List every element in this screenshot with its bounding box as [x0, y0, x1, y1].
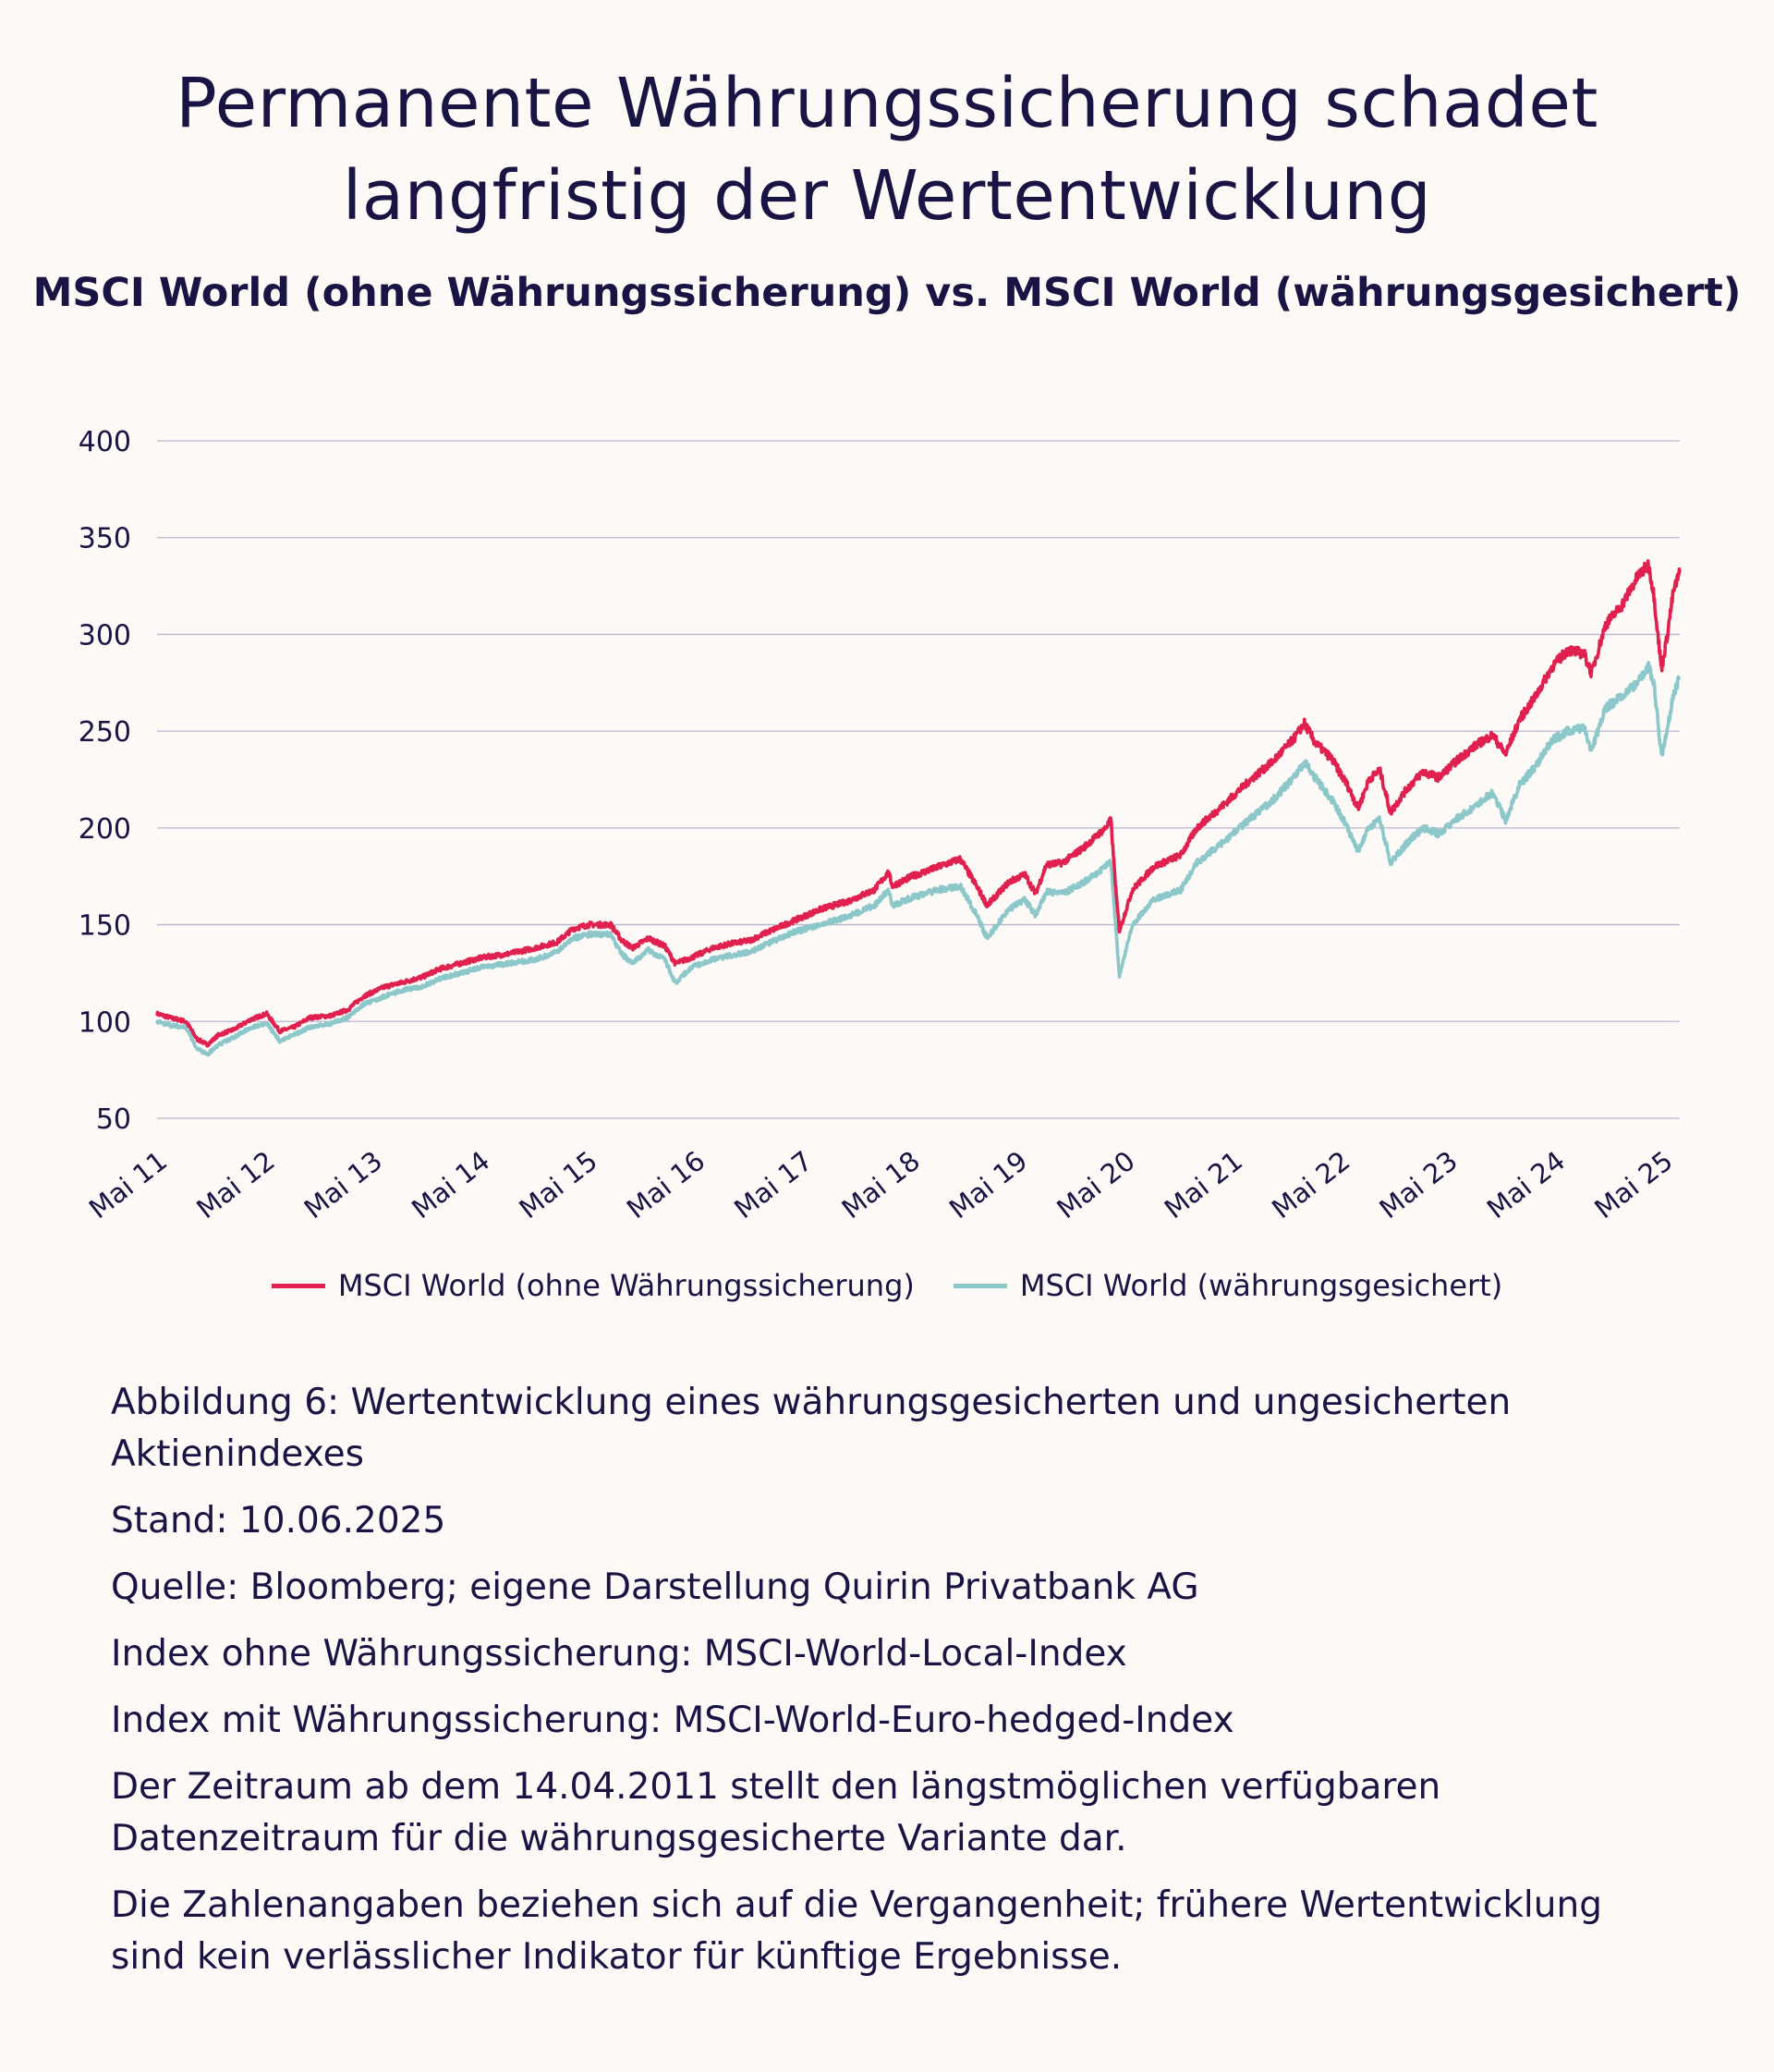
y-axis-ticks: 400 350 300 250 200 150 100 50: [79, 426, 131, 1136]
figure-caption: Abbildung 6: Wertentwicklung eines währu…: [111, 1382, 1512, 1475]
x-tick-label: Mai 18: [836, 1145, 926, 1225]
chart-title: Permanente Währungssicherung schadet lan…: [0, 57, 1774, 242]
x-tick-label: Mai 17: [728, 1145, 818, 1225]
x-tick-label: Mai 25: [1588, 1145, 1678, 1225]
y-tick-label: 50: [96, 1103, 131, 1136]
disclaimer-note: Die Zahlenangaben beziehen sich auf die …: [111, 1884, 1602, 1978]
period-note: Der Zeitraum ab dem 14.04.2011 stellt de…: [111, 1766, 1441, 1859]
x-axis-ticks: Mai 11 Mai 12 Mai 13 Mai 14 Mai 15 Mai 16 Mai …: [83, 1145, 1679, 1225]
legend: MSCI World (ohne Währungssicherung) MSCI…: [0, 1268, 1774, 1303]
grid-lines: [157, 440, 1680, 1119]
legend-label-gesichert: MSCI World (währungsgesichert): [1019, 1268, 1503, 1303]
title-line-1: Permanente Währungssicherung schadet: [176, 64, 1598, 143]
notes: Abbildung 6: Wertentwicklung eines währu…: [111, 1377, 1682, 1998]
legend-item-ohne: MSCI World (ohne Währungssicherung): [271, 1268, 915, 1303]
x-tick-label: Mai 22: [1266, 1145, 1355, 1225]
legend-swatch-gesichert: [953, 1283, 1007, 1288]
x-tick-label: Mai 15: [513, 1145, 602, 1225]
x-tick-label: Mai 16: [621, 1145, 711, 1225]
y-tick-label: 350: [79, 523, 131, 555]
x-tick-label: Mai 21: [1159, 1145, 1248, 1225]
source-note: Quelle: Bloomberg; eigene Darstellung Qu…: [111, 1566, 1199, 1608]
stand-date: Stand: 10.06.2025: [111, 1500, 446, 1542]
chart-subtitle: MSCI World (ohne Währungssicherung) vs. …: [32, 270, 1742, 316]
y-tick-label: 400: [79, 426, 131, 458]
x-tick-label: Mai 20: [1051, 1145, 1140, 1225]
y-tick-label: 150: [79, 910, 131, 943]
x-tick-label: Mai 14: [406, 1145, 495, 1225]
x-tick-label: Mai 13: [298, 1145, 388, 1225]
title-line-2: langfristig der Wertentwicklung: [342, 156, 1432, 236]
y-tick-label: 300: [79, 619, 131, 652]
legend-item-gesichert: MSCI World (währungsgesichert): [953, 1268, 1503, 1303]
x-tick-label: Mai 11: [83, 1145, 173, 1225]
legend-label-ohne: MSCI World (ohne Währungssicherung): [337, 1268, 915, 1303]
series-line-ohne: [155, 559, 1682, 1048]
x-tick-label: Mai 23: [1374, 1145, 1464, 1225]
y-tick-label: 200: [79, 813, 131, 846]
index-mit-note: Index mit Währungssicherung: MSCI-World-…: [111, 1700, 1234, 1741]
y-tick-label: 250: [79, 716, 131, 749]
series-line-gesichert: [155, 661, 1682, 1057]
x-tick-label: Mai 24: [1481, 1145, 1571, 1225]
series-lines: [155, 559, 1682, 1057]
x-tick-label: Mai 19: [943, 1145, 1033, 1225]
y-tick-label: 100: [79, 1006, 131, 1039]
x-tick-label: Mai 12: [190, 1145, 280, 1225]
legend-swatch-ohne: [271, 1283, 325, 1288]
index-ohne-note: Index ohne Währungssicherung: MSCI-World…: [111, 1633, 1127, 1675]
